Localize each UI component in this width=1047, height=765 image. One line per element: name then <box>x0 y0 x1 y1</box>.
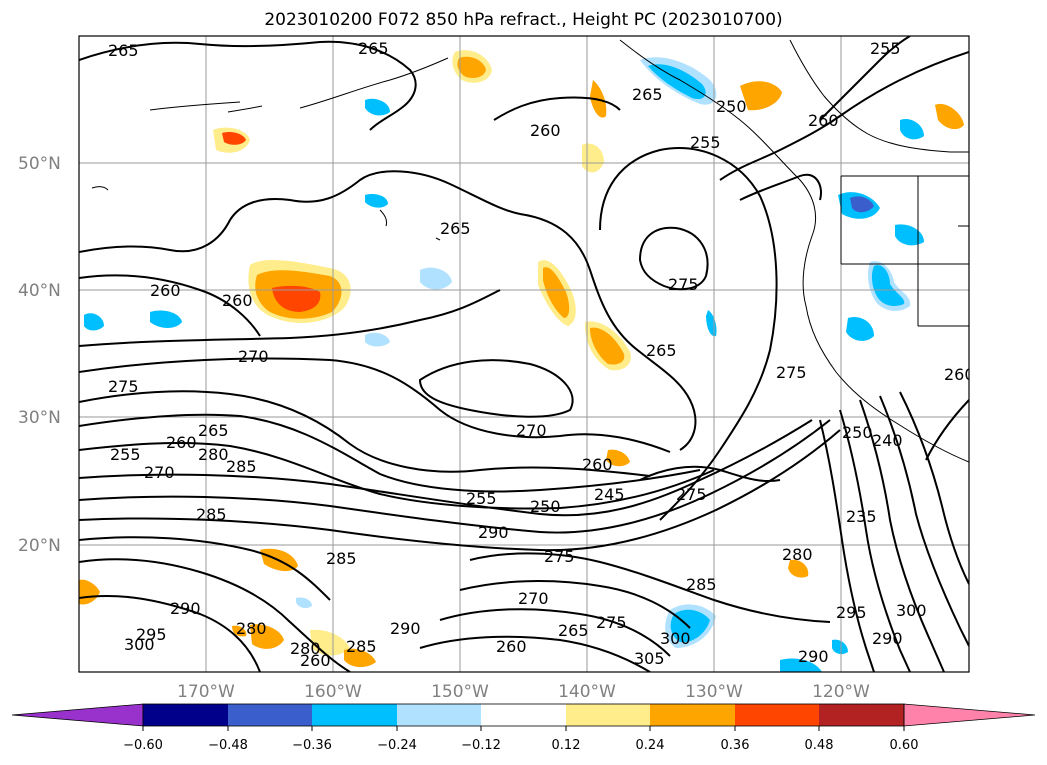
contour-label: 290 <box>478 523 509 542</box>
lat-label-20n: 20°N <box>18 536 61 556</box>
contour-label: 285 <box>346 637 377 656</box>
colorbar-tick: 0.24 <box>636 738 665 753</box>
contour-label: 265 <box>198 421 229 440</box>
colorbar-tick: −0.48 <box>208 738 248 753</box>
contour-label: 305 <box>634 649 665 668</box>
colorbar-swatch <box>397 704 481 726</box>
colorbar: −0.60 −0.48 −0.36 −0.24 −0.12 0.12 0.24 … <box>11 703 1036 753</box>
contour-label: 275 <box>108 377 139 396</box>
contour-label: 245 <box>594 485 625 504</box>
contour-label: 265 <box>440 219 471 238</box>
contour-label: 255 <box>870 39 901 58</box>
contour-label: 285 <box>226 457 257 476</box>
contour-label: 285 <box>326 549 357 568</box>
contour-labels: 265 265 255 260 265 250 260 255 260 265 … <box>108 39 975 670</box>
colorbar-tick: −0.24 <box>377 738 417 753</box>
contour-label: 270 <box>518 589 549 608</box>
contour-label: 265 <box>358 39 389 58</box>
contour-label: 265 <box>632 85 663 104</box>
lat-label-50n: 50°N <box>18 154 61 174</box>
colorbar-tick: −0.12 <box>461 738 501 753</box>
contour-label: 290 <box>872 629 903 648</box>
colorbar-swatch <box>566 704 650 726</box>
lon-label-170w: 170°W <box>177 682 235 702</box>
height-contours <box>79 36 969 672</box>
colorbar-swatch <box>735 704 819 726</box>
colorbar-swatch <box>143 704 228 726</box>
contour-label: 300 <box>124 635 155 654</box>
contour-label: 275 <box>776 363 807 382</box>
contour-label: 270 <box>144 463 175 482</box>
contour-label: 280 <box>290 639 321 658</box>
contour-label: 280 <box>236 619 267 638</box>
colorbar-tick: 0.48 <box>805 738 834 753</box>
contour-label: 260 <box>300 651 331 670</box>
contour-label: 255 <box>110 445 141 464</box>
contour-label: 275 <box>544 547 575 566</box>
contour-label: 250 <box>530 497 561 516</box>
contour-label: 260 <box>166 433 197 452</box>
contour-label: 275 <box>676 485 707 504</box>
contour-label: 250 <box>716 97 747 116</box>
map-title: 2023010200 F072 850 hPa refract., Height… <box>264 10 783 30</box>
contour-label: 260 <box>808 111 839 130</box>
contour-label: 280 <box>198 445 229 464</box>
contour-label: 285 <box>196 505 227 524</box>
contour-label: 235 <box>846 507 877 526</box>
contour-label: 255 <box>466 489 497 508</box>
lon-label-160w: 160°W <box>304 682 362 702</box>
lon-label-140w: 140°W <box>558 682 616 702</box>
contour-label: 260 <box>150 281 181 300</box>
lat-label-40n: 40°N <box>18 281 61 301</box>
contour-label: 270 <box>238 347 269 366</box>
colorbar-swatch <box>650 704 735 726</box>
colorbar-tick: −0.60 <box>123 738 163 753</box>
contour-label: 260 <box>496 637 527 656</box>
contour-label: 255 <box>690 133 721 152</box>
contour-label: 295 <box>836 603 867 622</box>
contour-label: 270 <box>516 421 547 440</box>
contour-label: 300 <box>660 629 691 648</box>
lon-label-150w: 150°W <box>431 682 489 702</box>
contour-label: 240 <box>872 431 903 450</box>
contour-label: 260 <box>222 291 253 310</box>
contour-label: 290 <box>170 599 201 618</box>
colorbar-swatch <box>11 703 144 727</box>
coastlines <box>91 39 969 463</box>
contour-label: 275 <box>596 613 627 632</box>
colorbar-swatch <box>312 704 397 726</box>
colorbar-swatch <box>481 704 566 726</box>
contour-label: 250 <box>842 423 873 442</box>
colorbar-tick: −0.36 <box>292 738 332 753</box>
colorbar-swatch <box>903 703 1036 727</box>
refractivity-fill <box>79 50 964 672</box>
contour-label: 290 <box>390 619 421 638</box>
contour-label: 260 <box>582 455 613 474</box>
contour-label: 290 <box>798 647 829 666</box>
contour-label: 295 <box>136 625 167 644</box>
contour-label: 260 <box>944 365 975 384</box>
contour-label: 285 <box>686 575 717 594</box>
colorbar-swatch <box>228 704 312 726</box>
contour-label: 300 <box>896 601 927 620</box>
colorbar-tick: 0.36 <box>721 738 750 753</box>
lat-label-30n: 30°N <box>18 408 61 428</box>
colorbar-tick: 0.12 <box>552 738 581 753</box>
contour-label: 275 <box>668 275 699 294</box>
lon-label-130w: 130°W <box>685 682 743 702</box>
colorbar-swatch <box>819 704 904 726</box>
contour-label: 280 <box>782 545 813 564</box>
lon-label-120w: 120°W <box>812 682 870 702</box>
colorbar-tick: 0.60 <box>890 738 919 753</box>
contour-label: 265 <box>646 341 677 360</box>
map-frame <box>78 35 970 673</box>
contour-label: 265 <box>558 621 589 640</box>
contour-label: 265 <box>108 41 139 60</box>
contour-label: 260 <box>530 121 561 140</box>
